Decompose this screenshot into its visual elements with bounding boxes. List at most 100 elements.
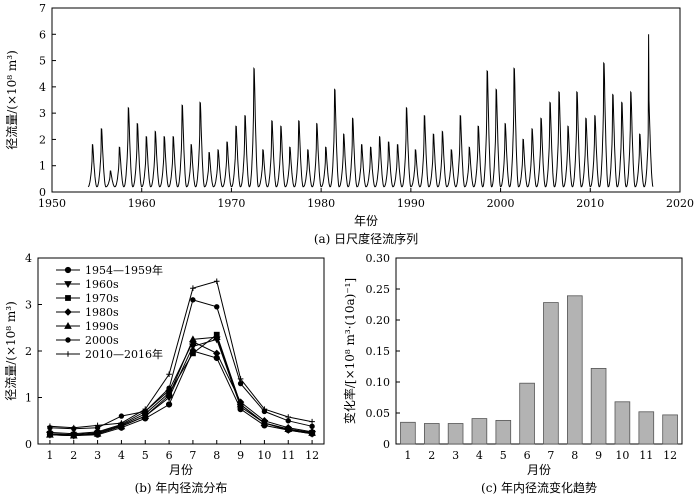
panel-c-bar-month-10 xyxy=(614,401,631,445)
panel-b-marker xyxy=(64,321,72,329)
panel-c-bar-month-12 xyxy=(662,414,678,445)
panel-a-x-tick-label: 1960 xyxy=(128,197,156,210)
panel-b-x-tick-label: 3 xyxy=(94,449,101,462)
panel-b-x-tick-label: 8 xyxy=(213,449,220,462)
panel-a-y-tick-label: 3 xyxy=(39,107,46,120)
panel-b-marker xyxy=(214,304,220,310)
panel-b-series-line xyxy=(49,336,313,437)
panel-c-bar-month-5 xyxy=(495,419,512,445)
panel-c-bar-month-7 xyxy=(543,302,559,445)
panel-a-x-tick-label: 2000 xyxy=(487,197,515,210)
panel-b-marker xyxy=(70,424,77,431)
panel-b-y-tick-label: 2 xyxy=(25,345,32,358)
panel-b-marker xyxy=(165,401,173,408)
panel-c-x-tick-label: 1 xyxy=(404,449,411,462)
panel-b-x-tick-label: 5 xyxy=(142,449,149,462)
panel-a-x-tick-label: 2020 xyxy=(666,197,694,210)
panel-b-series-5 xyxy=(46,333,316,439)
panel-b-marker xyxy=(260,419,269,426)
panel-c-x-axis-title: 月份 xyxy=(527,463,551,477)
panel-b-legend-label: 1980s xyxy=(85,306,119,319)
panel-b-marker xyxy=(189,335,197,343)
panel-a-y-tick-label: 1 xyxy=(39,160,46,173)
panel-b-marker xyxy=(237,380,244,387)
panel-c-x-tick-label: 7 xyxy=(547,449,554,462)
panel-b-legend-item: 1954—1959年 xyxy=(56,263,163,277)
panel-b-y-tick-label: 1 xyxy=(25,392,32,405)
panel-a-x-tick-label: 1980 xyxy=(307,197,335,210)
panel-c-bar-month-1 xyxy=(400,421,416,445)
panel-b-marker xyxy=(118,420,125,426)
panel-c-bar-month-2 xyxy=(423,423,440,445)
panel-b-caption: (b) 年内径流分布 xyxy=(135,481,228,495)
panel-b-marker xyxy=(65,337,71,343)
panel-b-marker xyxy=(212,333,221,340)
panel-c-bar-month-8 xyxy=(567,295,583,445)
panel-b-x-axis-title: 月份 xyxy=(169,463,193,477)
panel-a-x-tick-label: 1990 xyxy=(397,197,425,210)
panel-c-x-tick-label: 8 xyxy=(571,449,578,462)
panel-b-marker xyxy=(213,349,221,358)
panel-b-x-tick-label: 9 xyxy=(237,449,244,462)
panel-b-marker xyxy=(308,428,316,436)
panel-b-marker xyxy=(236,400,245,408)
panel-b-marker xyxy=(64,266,72,274)
panel-b-series-line xyxy=(49,280,313,429)
panel-a-plot-frame xyxy=(51,7,681,193)
panel-a-caption: (a) 日尺度径流序列 xyxy=(314,231,418,246)
panel-b-legend-label: 1960s xyxy=(85,278,119,291)
panel-c-monthly-trend: 1 2 3 4 5 6 7 8 9 10 11 1200.050.100.150.200.250.30… xyxy=(342,252,683,495)
panel-b-legend-label: 1990s xyxy=(85,320,119,333)
panel-b-marker xyxy=(46,430,54,438)
panel-b-legend-item: 2010—2016年 xyxy=(56,347,163,361)
panel-b-marker xyxy=(190,297,196,303)
panel-b-x-tick-label: 1 xyxy=(46,449,53,462)
panel-a-y-tick-label: 5 xyxy=(39,55,46,68)
panel-a-ticks: 1950 1960 1970 1980 1990 2000 2010 2020 0 1 2 3 4 5 6 7 xyxy=(38,2,694,210)
panel-b-marker xyxy=(213,278,220,285)
panel-b-x-tick-label: 11 xyxy=(281,449,295,462)
panel-c-bar-month-3 xyxy=(447,423,464,445)
panel-b-series-1 xyxy=(46,347,316,439)
panel-b-marker xyxy=(93,429,102,437)
panel-c-x-tick-label: 3 xyxy=(452,449,459,462)
panel-b-marker xyxy=(309,418,315,425)
panel-c-y-tick-label: 0 xyxy=(383,438,390,451)
panel-c-y-tick-label: 0.30 xyxy=(366,252,391,265)
panel-c-y-tick-label: 0.10 xyxy=(366,376,391,389)
panel-b-marker xyxy=(141,412,150,419)
panel-b-legend: 1954—1959年1960s1970s1980s1990s2000s2010—… xyxy=(56,263,163,361)
panel-c-y-tick-label: 0.25 xyxy=(366,283,391,296)
panel-b-series-line xyxy=(49,299,313,430)
panel-b-plot-frame xyxy=(37,257,325,445)
panel-b-legend-item: 1990s xyxy=(56,320,119,333)
panel-a-y-tick-label: 6 xyxy=(39,28,46,41)
panel-b-legend-item: 2000s xyxy=(56,334,119,347)
panel-b-marker xyxy=(94,422,101,429)
panel-b-legend-item: 1980s xyxy=(56,306,119,319)
panel-a-y-tick-label: 2 xyxy=(39,133,46,146)
panel-b-legend-label: 1970s xyxy=(85,292,119,305)
panel-c-x-tick-label: 11 xyxy=(639,449,653,462)
panel-b-series xyxy=(46,278,316,440)
panel-c-x-tick-label: 9 xyxy=(595,449,602,462)
panel-a-x-tick-label: 1970 xyxy=(217,197,245,210)
panel-a-y-axis-title: 径流量/(×10⁸ m³) xyxy=(5,50,19,150)
panel-c-y-tick-label: 0.05 xyxy=(366,407,391,420)
panel-c-x-tick-label: 6 xyxy=(524,449,531,462)
panel-b-y-tick-label: 0 xyxy=(25,438,32,451)
panel-b-y-axis-title: 径流量/(×10⁸ m³) xyxy=(4,301,18,401)
panel-a-daily-runoff: 1950 1960 1970 1980 1990 2000 2010 2020 0 1 2 3 4 5 6 7… xyxy=(5,2,694,246)
panel-b-x-tick-label: 10 xyxy=(257,449,271,462)
panel-b-x-tick-label: 2 xyxy=(70,449,77,462)
panel-c-caption: (c) 年内径流变化趋势 xyxy=(481,480,597,495)
panel-b-y-tick-label: 3 xyxy=(25,299,32,312)
panel-b-legend-label: 2010—2016年 xyxy=(85,347,163,361)
panel-a-x-tick-label: 1950 xyxy=(38,197,66,210)
panel-b-legend-label: 2000s xyxy=(85,334,119,347)
panel-c-x-tick-label: 10 xyxy=(615,449,629,462)
panel-a-runoff-line xyxy=(87,34,654,188)
